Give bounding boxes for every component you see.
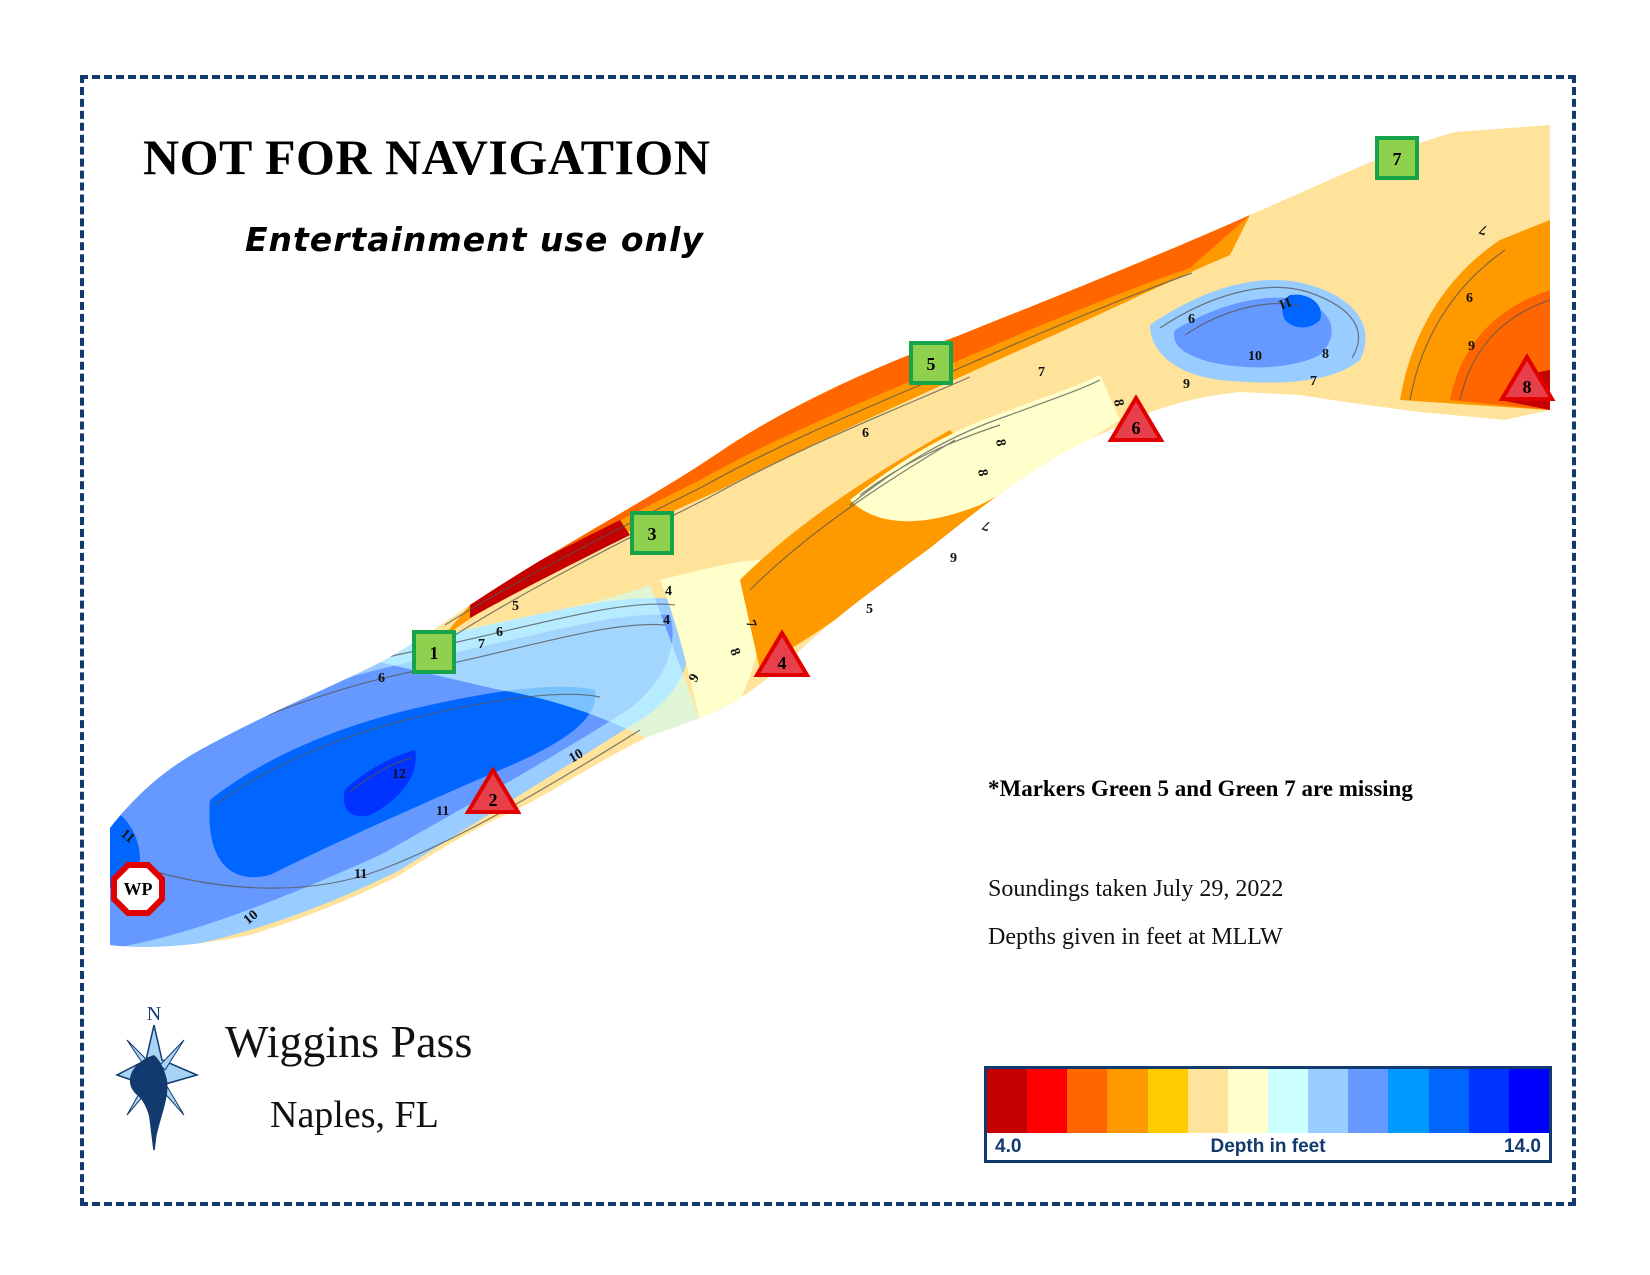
place-city: Naples, FL [270,1094,439,1136]
contour-lines [110,249,1550,889]
marker-label: 7 [1393,149,1402,169]
legend-swatch [1348,1069,1389,1133]
marker-label: 3 [648,524,657,544]
contour-label: 4 [665,584,672,599]
contour-label: 11 [354,867,367,882]
page-subtitle: Entertainment use only [245,220,704,259]
red-marker-2[interactable]: 2 [464,766,522,814]
marker-label: 6 [1132,418,1141,438]
contour-label: 7 [478,637,485,652]
depth-legend: Depth in feet 4.0 14.0 [984,1066,1552,1163]
contour-label: 12 [392,767,406,782]
waypoint-marker[interactable]: WP [111,862,165,916]
contour-label: 11 [436,804,449,819]
contour-label: 5 [512,599,519,614]
contour-label: 7 [742,618,758,630]
legend-swatch [1428,1069,1469,1133]
legend-swatch [1027,1069,1068,1133]
contour-label: 8 [1110,398,1126,407]
legend-max-label: 14.0 [1504,1136,1541,1157]
legend-swatch [1388,1069,1429,1133]
legend-swatch [1067,1069,1108,1133]
contour-label: 10 [1248,349,1262,364]
green-marker-5[interactable]: 5 [909,341,953,385]
legend-swatch [1107,1069,1148,1133]
contour-label: 10 [567,746,587,766]
contour-label: 7 [981,517,993,533]
contour-label: 9 [950,551,957,566]
contour-label: 5 [866,602,873,617]
marker-label: 5 [927,354,936,374]
legend-swatch [1227,1069,1268,1133]
red-marker-4[interactable]: 4 [753,629,811,677]
depth-datum-note: Depths given in feet at MLLW [988,924,1283,950]
green-marker-7[interactable]: 7 [1375,136,1419,180]
marker-label: 4 [778,653,787,673]
legend-color-bar [987,1069,1549,1133]
marker-label: 1 [430,643,439,663]
legend-swatch [987,1069,1028,1133]
waypoint-label: WP [124,879,153,899]
soundings-date: Soundings taken July 29, 2022 [988,876,1284,902]
contour-label: 8 [992,438,1008,447]
marker-label: 2 [489,790,498,810]
legend-swatch [1187,1069,1228,1133]
red-marker-6[interactable]: 6 [1107,394,1165,442]
contour-label: 9 [1183,377,1190,392]
contour-label: 6 [378,671,385,686]
compass-north-label: N [147,1003,161,1025]
legend-swatch [1468,1069,1509,1133]
contour-label: 6 [862,426,869,441]
place-name: Wiggins Pass [225,1016,473,1067]
legend-min-label: 4.0 [995,1136,1022,1157]
legend-swatch [1267,1069,1309,1133]
contour-label: 11 [1276,293,1294,312]
contour-label: 7 [1478,221,1490,237]
contour-label: 9 [1468,339,1475,354]
contour-label: 7 [1310,374,1317,389]
marker-label: 8 [1523,377,1532,397]
contour-label: 6 [496,625,503,640]
contour-label: 6 [1188,312,1195,327]
contour-label: 8 [974,468,990,477]
legend-title: Depth in feet [1210,1136,1326,1157]
green-marker-1[interactable]: 1 [412,630,456,674]
legend-swatch [1308,1069,1349,1133]
contour-label: 4 [663,613,670,628]
depth-color-fill [110,125,1550,947]
contour-label: 7 [1038,365,1045,380]
contour-label-group: 11 6 7 6 5 4 12 11 10 11 10 9 8 7 4 5 6 … [117,221,1489,928]
red-marker-8[interactable]: 8 [1498,353,1556,401]
contour-label: 6 [1466,291,1473,306]
compass-rose-icon: N [115,1003,200,1151]
contour-label: 8 [1322,347,1329,362]
missing-markers-note: *Markers Green 5 and Green 7 are missing [988,776,1413,801]
green-marker-3[interactable]: 3 [630,511,674,555]
legend-swatch [1508,1069,1549,1133]
page-title: NOT FOR NAVIGATION [143,129,711,185]
legend-swatch [1147,1069,1188,1133]
contour-label: 8 [726,646,742,658]
